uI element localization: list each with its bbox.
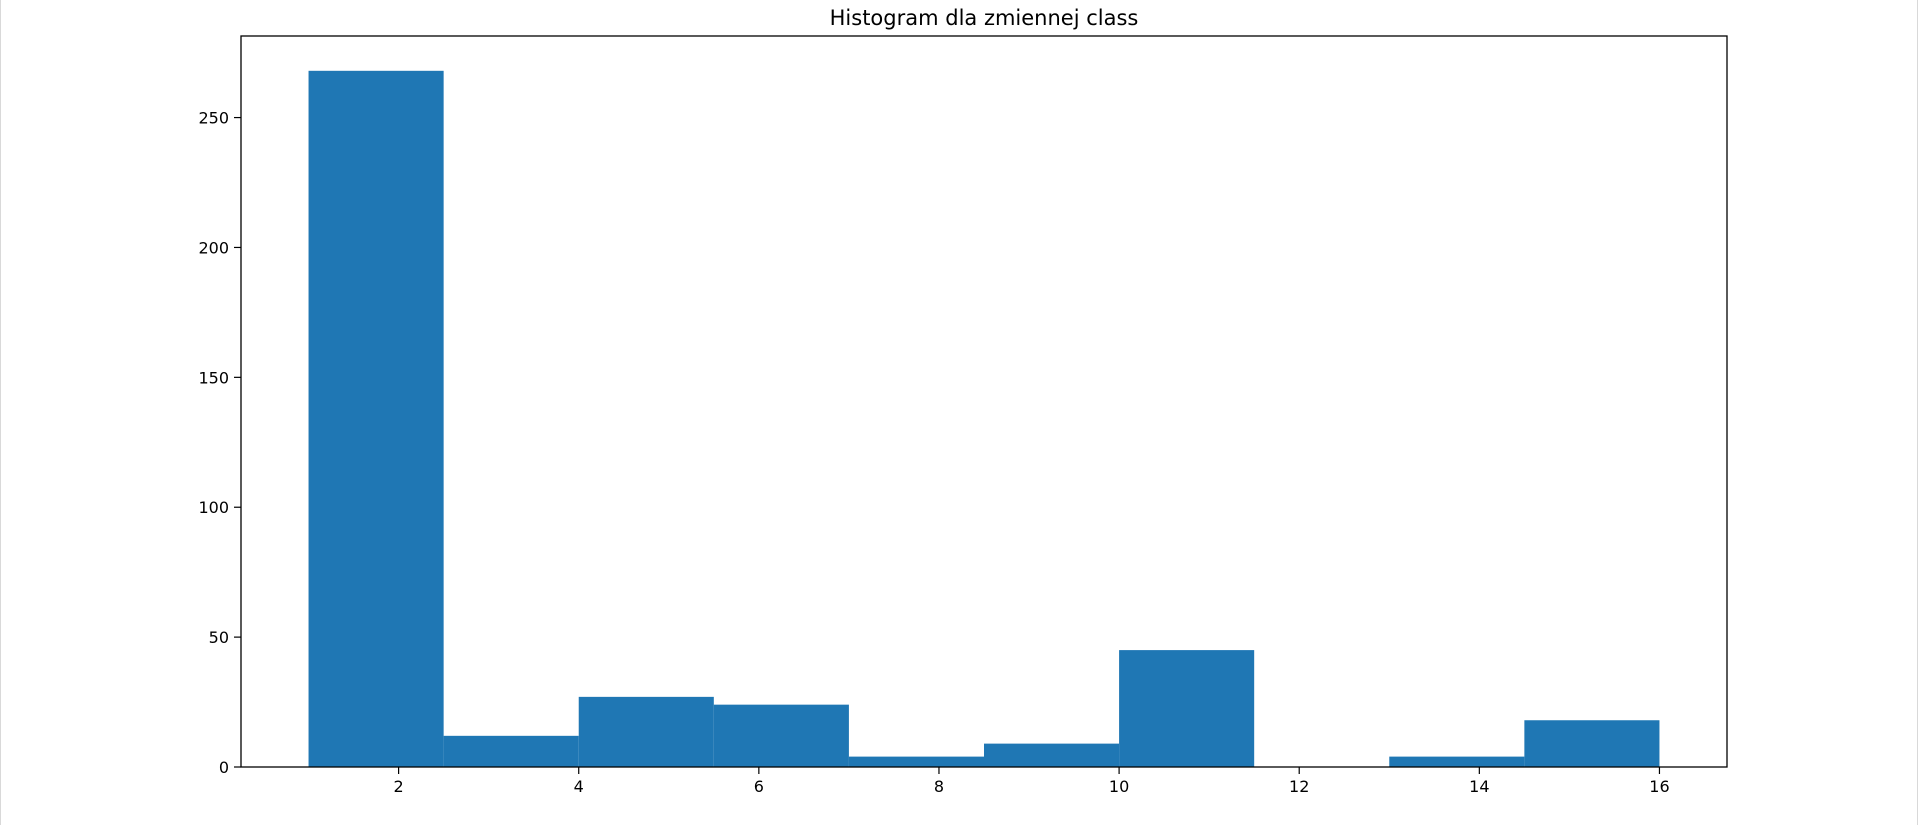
bars-group [308, 70, 1660, 768]
histogram-bar [308, 70, 444, 768]
plot-frame [240, 35, 1728, 768]
y-tick-label: 100 [198, 498, 229, 517]
histogram-bar [1524, 720, 1660, 767]
y-tick-label: 200 [198, 238, 229, 257]
x-tick-label: 2 [394, 777, 404, 796]
histogram-bar [713, 704, 849, 767]
histogram-bar [848, 756, 984, 767]
histogram-bar [1389, 756, 1525, 767]
y-tick-label: 50 [209, 628, 229, 647]
y-axis-ticks: 0 50 100 150 200 250 [198, 109, 241, 777]
x-tick-label: 10 [1109, 777, 1129, 796]
histogram-bar [984, 743, 1120, 767]
y-tick-label: 150 [198, 368, 229, 387]
histogram-bar [443, 735, 579, 767]
x-tick-label: 6 [754, 777, 764, 796]
x-tick-label: 12 [1289, 777, 1309, 796]
histogram-bar [578, 696, 714, 767]
x-tick-label: 4 [574, 777, 584, 796]
x-axis-ticks: 2 4 6 8 10 12 14 16 [394, 767, 1670, 796]
chart-title: Histogram dla zmiennej class [830, 6, 1139, 30]
x-tick-label: 8 [934, 777, 944, 796]
x-tick-label: 14 [1469, 777, 1489, 796]
histogram-bar [1119, 650, 1255, 767]
y-tick-label: 0 [219, 758, 229, 777]
x-tick-label: 16 [1649, 777, 1669, 796]
y-tick-label: 250 [198, 109, 229, 128]
